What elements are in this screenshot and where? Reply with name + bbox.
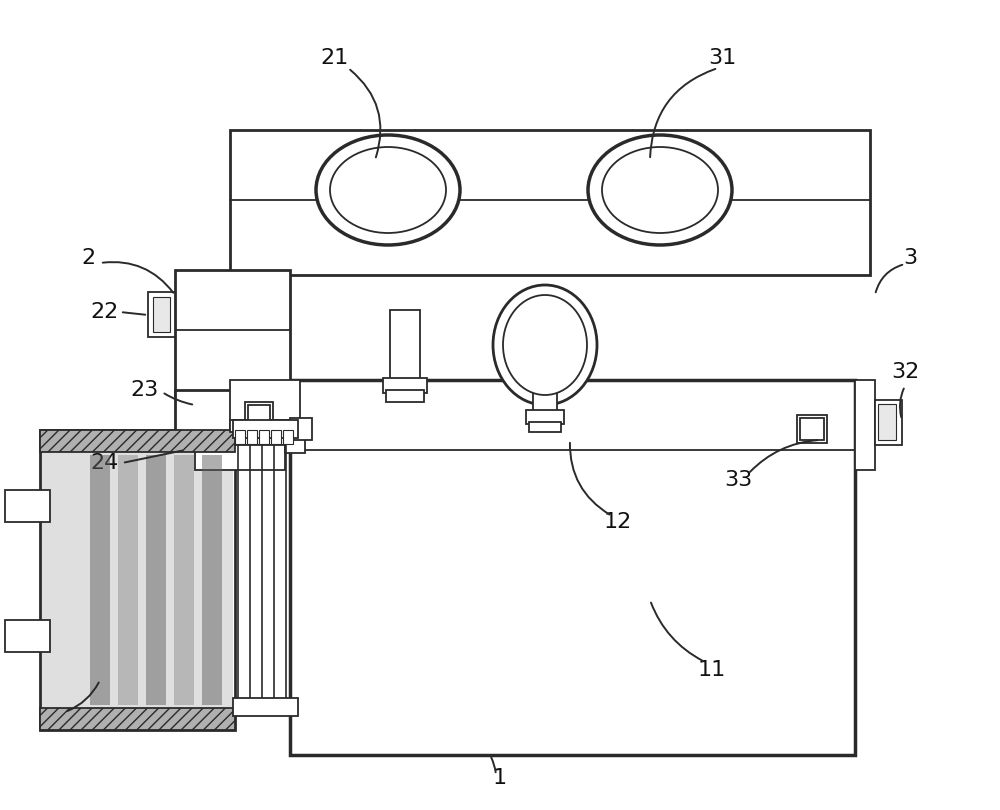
Bar bbox=[800, 418, 824, 440]
Text: 31: 31 bbox=[708, 48, 736, 68]
Bar bbox=[230, 420, 290, 432]
Bar bbox=[175, 390, 285, 445]
Bar bbox=[235, 430, 245, 444]
Bar bbox=[148, 292, 175, 337]
Text: 4: 4 bbox=[48, 710, 62, 730]
Bar bbox=[174, 455, 194, 705]
Bar bbox=[233, 420, 298, 438]
Text: 11: 11 bbox=[698, 660, 726, 680]
Text: 22: 22 bbox=[91, 302, 119, 322]
Bar bbox=[797, 415, 827, 443]
Ellipse shape bbox=[503, 295, 587, 395]
Bar bbox=[233, 698, 298, 716]
Text: 3: 3 bbox=[903, 248, 917, 268]
Bar bbox=[40, 708, 235, 730]
Bar bbox=[40, 430, 235, 730]
Bar bbox=[878, 404, 896, 440]
Bar bbox=[202, 455, 222, 705]
Bar bbox=[259, 430, 269, 444]
Bar bbox=[153, 297, 170, 332]
Bar bbox=[290, 380, 855, 755]
Bar bbox=[386, 390, 424, 402]
Bar bbox=[855, 380, 875, 470]
Ellipse shape bbox=[316, 135, 460, 245]
Ellipse shape bbox=[588, 135, 732, 245]
Bar bbox=[526, 410, 564, 424]
Bar bbox=[290, 418, 312, 440]
Bar bbox=[245, 402, 273, 430]
Bar bbox=[5, 490, 50, 522]
Text: 24: 24 bbox=[91, 453, 119, 473]
Bar bbox=[390, 310, 420, 385]
Bar bbox=[40, 430, 235, 452]
Text: 21: 21 bbox=[321, 48, 349, 68]
Bar bbox=[529, 422, 561, 432]
Bar bbox=[146, 455, 166, 705]
Bar bbox=[248, 405, 270, 427]
Bar bbox=[271, 430, 281, 444]
Text: 32: 32 bbox=[891, 362, 919, 382]
Bar bbox=[383, 378, 427, 393]
Bar bbox=[283, 430, 293, 444]
Bar bbox=[42, 453, 233, 707]
Bar bbox=[230, 130, 870, 275]
Text: 1: 1 bbox=[493, 768, 507, 788]
Bar bbox=[875, 400, 902, 445]
Bar bbox=[230, 380, 300, 430]
Text: 2: 2 bbox=[81, 248, 95, 268]
Text: 33: 33 bbox=[724, 470, 752, 490]
Text: 12: 12 bbox=[604, 512, 632, 532]
Bar bbox=[90, 455, 110, 705]
Bar bbox=[195, 445, 285, 470]
Ellipse shape bbox=[602, 147, 718, 233]
Bar bbox=[247, 430, 257, 444]
Bar bbox=[5, 620, 50, 652]
Text: 23: 23 bbox=[131, 380, 159, 400]
Bar bbox=[175, 270, 290, 395]
Bar bbox=[118, 455, 138, 705]
Bar bbox=[285, 435, 305, 453]
Bar bbox=[533, 393, 557, 413]
Ellipse shape bbox=[330, 147, 446, 233]
Ellipse shape bbox=[493, 285, 597, 405]
